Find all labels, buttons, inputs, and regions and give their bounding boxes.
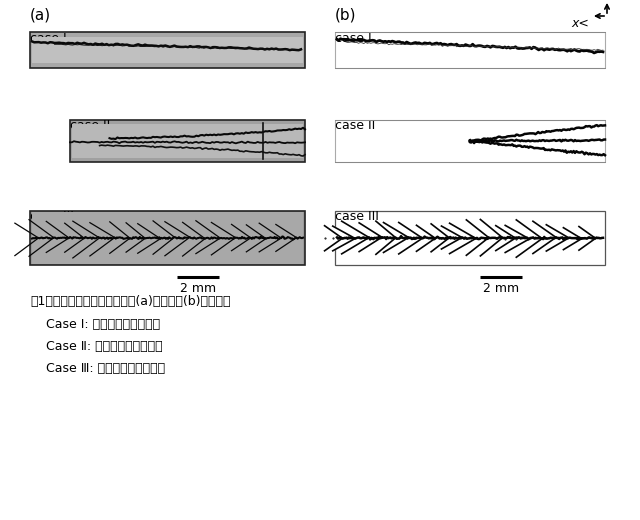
Bar	[30, 32, 305, 68]
Polygon shape	[442, 226, 462, 249]
Polygon shape	[342, 221, 369, 254]
Bar	[335, 211, 605, 265]
Polygon shape	[467, 220, 489, 255]
Text: 囱1化学強化ガラスの破壊　　(a)　実験　(b)数値解析: 囱1化学強化ガラスの破壊 (a) 実験 (b)数値解析	[30, 295, 230, 308]
Polygon shape	[505, 225, 529, 253]
Text: Case Ⅲ: 残留応力レベル　高: Case Ⅲ: 残留応力レベル 高	[30, 361, 165, 374]
Text: case I: case I	[30, 32, 67, 45]
Bar	[70, 120, 305, 162]
Polygon shape	[383, 223, 408, 253]
Text: Case Ⅱ: 残留応力レベル　中: Case Ⅱ: 残留応力レベル 中	[30, 340, 163, 353]
Bar	[335, 120, 605, 162]
Polygon shape	[547, 225, 569, 251]
Polygon shape	[333, 226, 355, 251]
Polygon shape	[376, 221, 396, 254]
Text: case I: case I	[335, 32, 372, 45]
Polygon shape	[359, 223, 382, 252]
Text: Case Ⅰ: 残留応力レベル　低: Case Ⅰ: 残留応力レベル 低	[30, 318, 160, 331]
Bar	[32, 37, 303, 62]
Bar	[335, 32, 605, 68]
Text: (a): (a)	[30, 7, 51, 22]
Polygon shape	[399, 223, 422, 254]
Polygon shape	[481, 219, 502, 256]
Bar	[30, 211, 305, 265]
Polygon shape	[516, 220, 542, 257]
Polygon shape	[579, 227, 596, 250]
Text: case II: case II	[335, 119, 375, 132]
Text: case III: case III	[335, 210, 379, 223]
Text: x<: x<	[571, 17, 589, 30]
Text: 2 mm: 2 mm	[483, 282, 519, 295]
Polygon shape	[563, 228, 582, 250]
Polygon shape	[533, 221, 556, 254]
Polygon shape	[431, 224, 449, 252]
Text: (b): (b)	[335, 7, 356, 22]
Polygon shape	[417, 225, 435, 251]
Text: 2 mm: 2 mm	[180, 282, 216, 295]
Polygon shape	[449, 223, 476, 254]
Bar	[32, 212, 303, 264]
Text: case III: case III	[30, 210, 74, 223]
Polygon shape	[324, 226, 342, 251]
Text: case II: case II	[70, 119, 110, 132]
Polygon shape	[496, 226, 515, 251]
Bar	[72, 124, 303, 158]
